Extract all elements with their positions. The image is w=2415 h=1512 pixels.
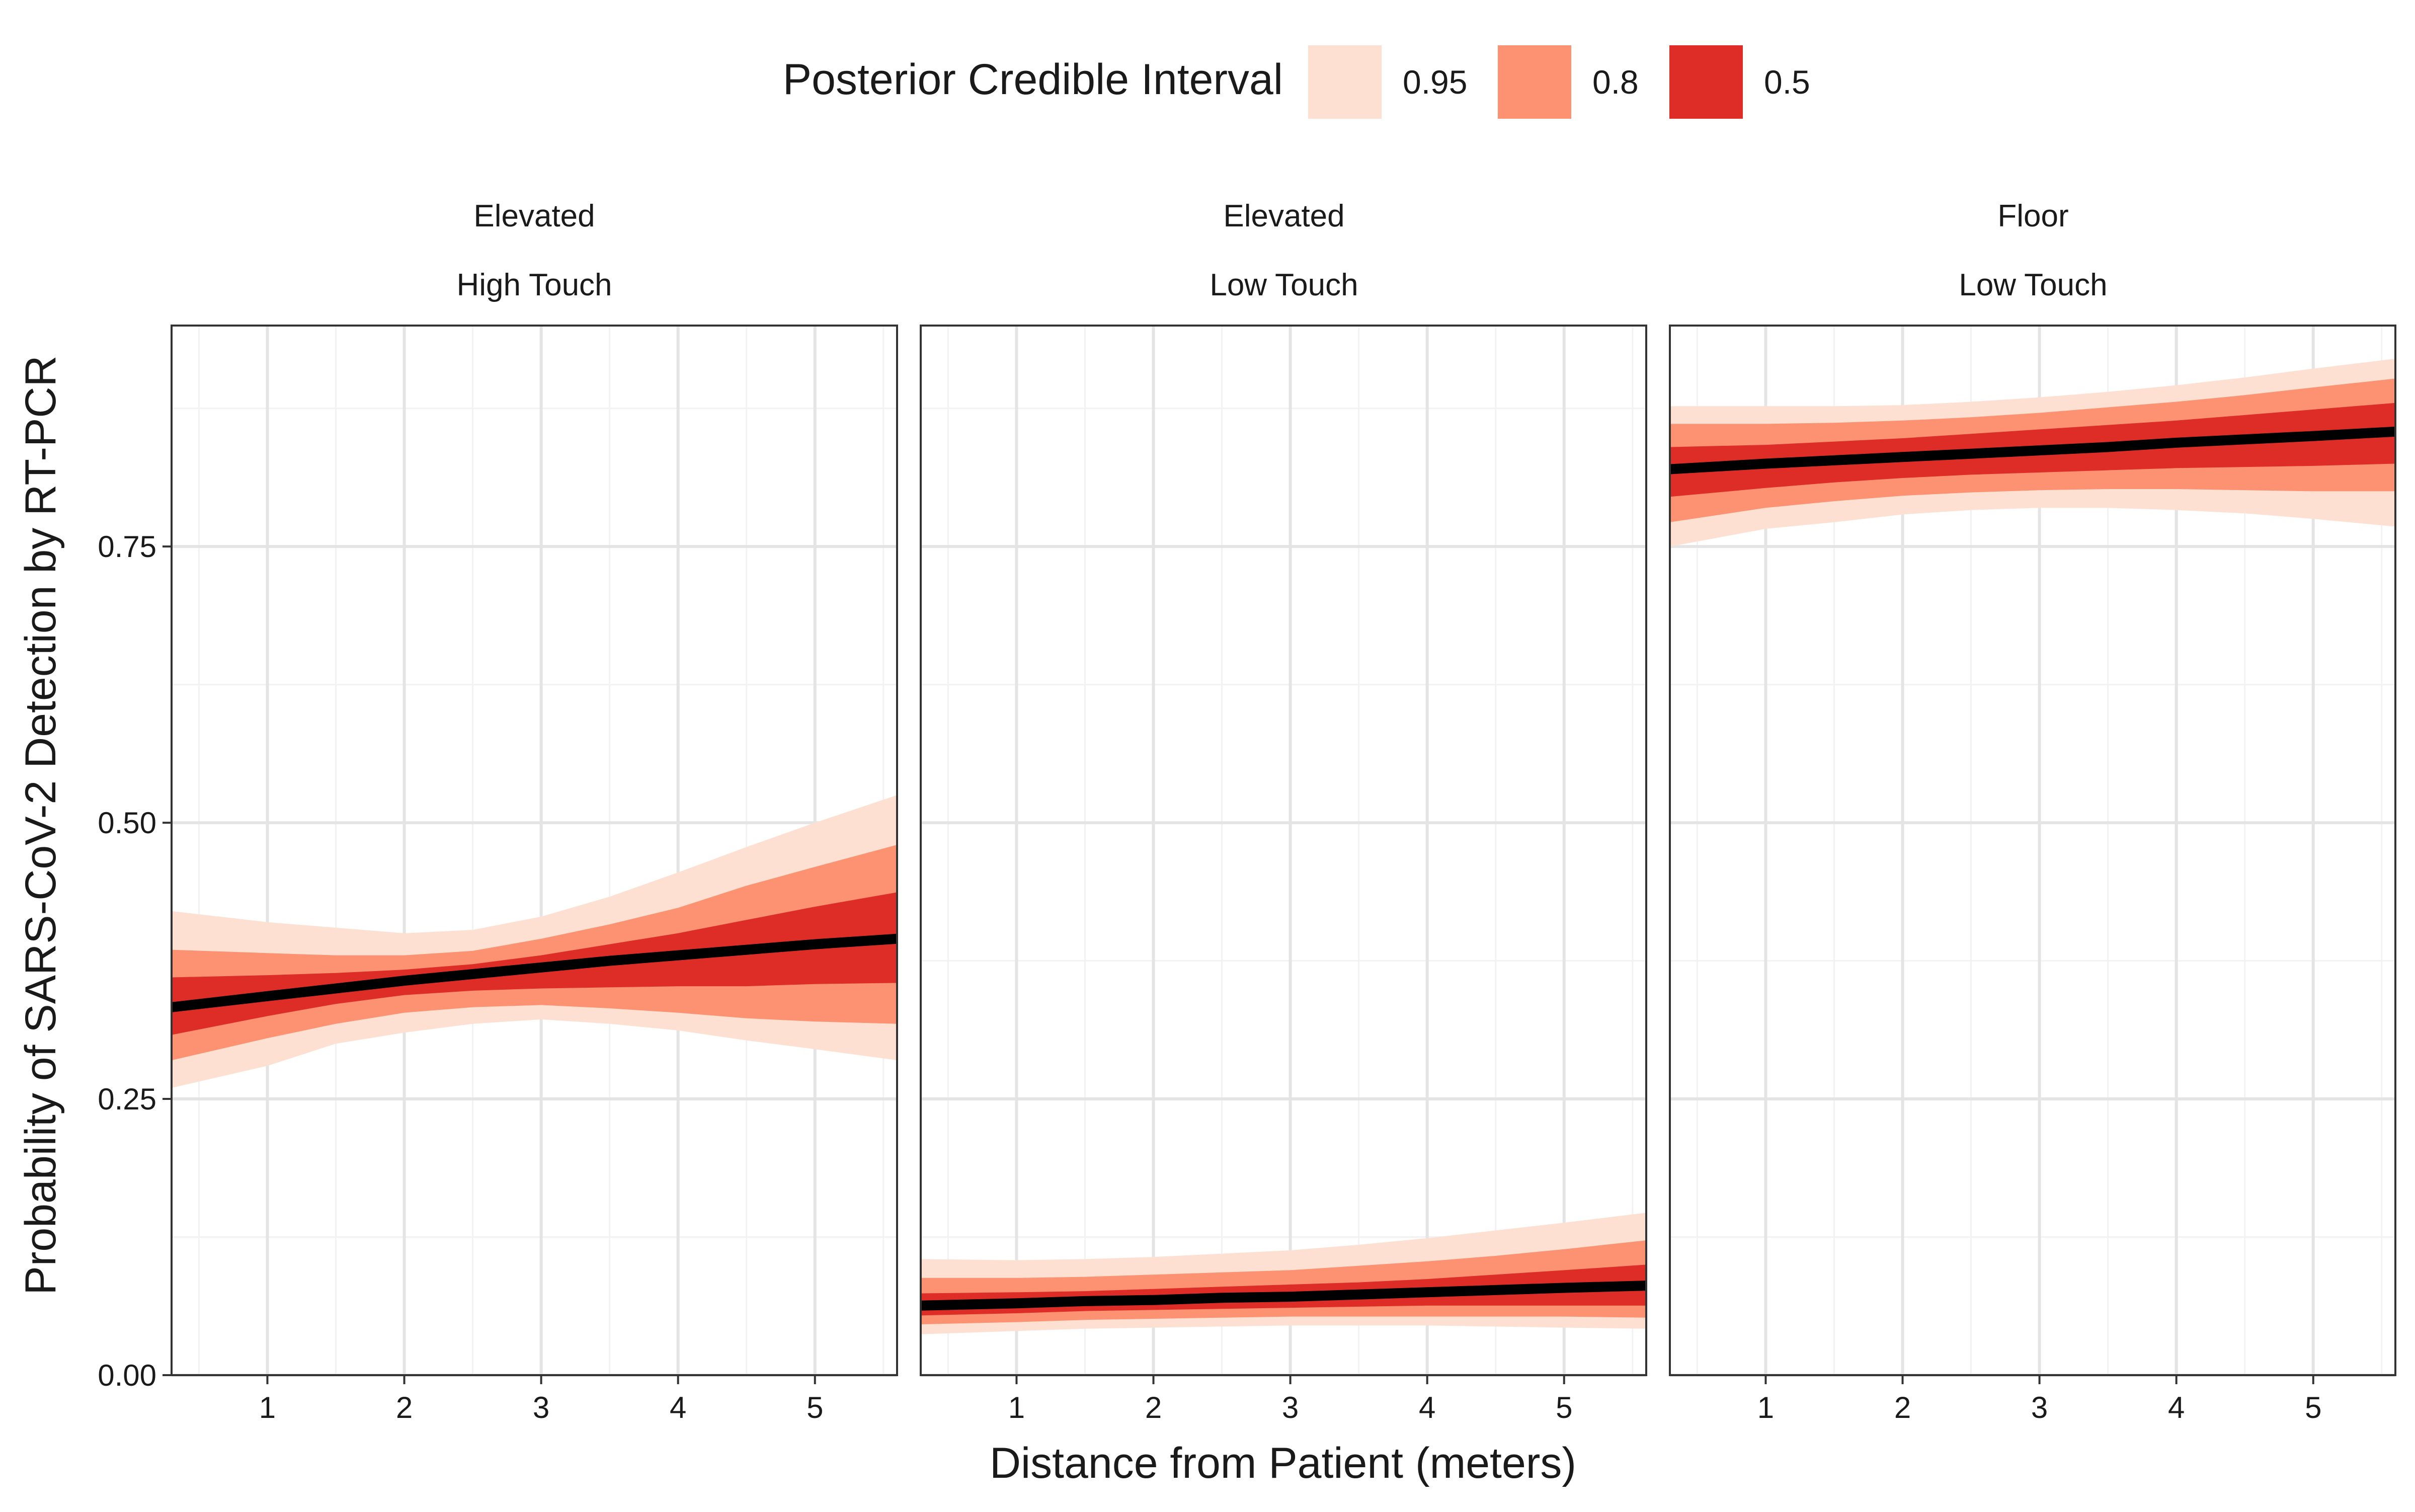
x-tick-label: 3 <box>533 1391 549 1424</box>
x-tick-label: 4 <box>2168 1391 2185 1424</box>
x-axis-3: 1 2 3 4 5 <box>1757 1375 2321 1424</box>
y-axis-title: Probability of SARS-CoV-2 Detection by R… <box>17 355 65 1295</box>
y-axis: 0.00 0.25 0.50 0.75 <box>98 530 172 1392</box>
median-line <box>1670 426 2395 474</box>
x-tick-label: 5 <box>807 1391 823 1424</box>
axes: 1 2 3 4 5 1 2 3 4 5 1 2 3 4 5 0.00 0.25 0.50 0.75 <box>98 530 2321 1424</box>
x-tick-label: 2 <box>396 1391 413 1424</box>
x-tick-label: 4 <box>670 1391 686 1424</box>
panel-3-strip-top: Floor <box>1997 199 2068 233</box>
grid <box>172 326 897 1377</box>
y-tick-label: 0.25 <box>98 1082 156 1116</box>
panel-border <box>171 325 898 1376</box>
legend-label-08: 0.8 <box>1592 63 1639 101</box>
panel-1-strip-top: Elevated <box>473 199 595 233</box>
panel-2 <box>920 325 1647 1377</box>
legend-label-095: 0.95 <box>1403 63 1467 101</box>
panel-1 <box>171 325 898 1377</box>
x-tick-label: 3 <box>1282 1391 1299 1424</box>
legend-title: Posterior Credible Interval <box>783 55 1283 104</box>
x-axis-title: Distance from Patient (meters) <box>990 1439 1576 1487</box>
x-tick-label: 2 <box>1145 1391 1162 1424</box>
panel-2-strip-top: Elevated <box>1223 199 1344 233</box>
x-tick-label: 1 <box>1757 1391 1774 1424</box>
panel-2-strip-bottom: Low Touch <box>1210 268 1358 302</box>
x-tick-label: 3 <box>2031 1391 2048 1424</box>
ribbons <box>172 795 897 1088</box>
x-axis-1: 1 2 3 4 5 <box>259 1375 823 1424</box>
panel-3-strip-bottom: Low Touch <box>1959 268 2107 302</box>
panel-background <box>921 326 1646 1375</box>
y-tick-label: 0.00 <box>98 1359 156 1392</box>
x-tick-label: 5 <box>2305 1391 2321 1424</box>
legend-label-05: 0.5 <box>1764 63 1810 101</box>
y-tick-label: 0.50 <box>98 806 156 840</box>
panels <box>171 325 2396 1377</box>
panel-1-strip-bottom: High Touch <box>456 268 612 302</box>
y-tick-label: 0.75 <box>98 530 156 564</box>
median-line <box>172 933 897 1012</box>
ribbons <box>1670 358 2395 547</box>
panel-border <box>920 325 1647 1376</box>
ribbons <box>921 1213 1646 1334</box>
x-tick-label: 4 <box>1419 1391 1435 1424</box>
legend-swatch-05 <box>1669 45 1743 119</box>
legend: Posterior Credible Interval 0.95 0.8 0.5 <box>783 45 1810 119</box>
legend-swatch-08 <box>1498 45 1571 119</box>
x-tick-label: 2 <box>1894 1391 1911 1424</box>
x-axis-2: 1 2 3 4 5 <box>1008 1375 1572 1424</box>
panel-3 <box>1669 325 2396 1377</box>
x-tick-label: 5 <box>1556 1391 1572 1424</box>
median-line <box>921 1281 1646 1311</box>
ribbon-08 <box>172 845 897 1061</box>
x-tick-label: 1 <box>1008 1391 1025 1424</box>
grid <box>921 326 1646 1377</box>
panel-border <box>1669 325 2396 1376</box>
legend-swatch-095 <box>1308 45 1382 119</box>
x-tick-label: 1 <box>259 1391 276 1424</box>
